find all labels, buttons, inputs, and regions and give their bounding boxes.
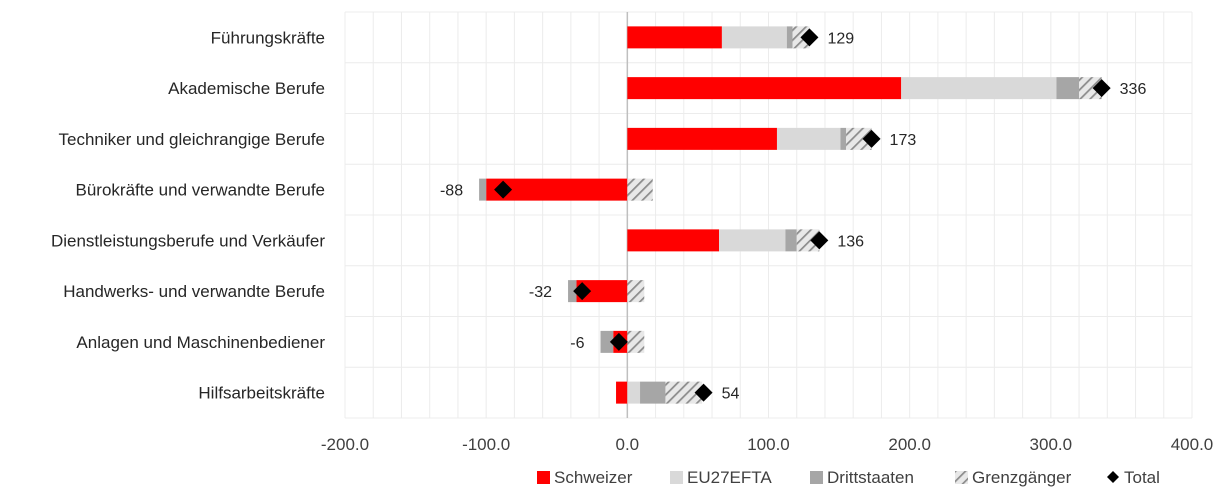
x-tick-label: -200.0 — [321, 435, 369, 454]
bar-drittstaaten — [840, 127, 847, 150]
bar-schweizer — [616, 381, 628, 404]
legend-label-schweizer: Schweizer — [554, 468, 633, 487]
bar-drittstaaten — [640, 381, 666, 404]
bar-drittstaaten — [479, 178, 487, 201]
bar-schweizer — [486, 178, 628, 201]
total-diamond-marker — [1092, 79, 1111, 98]
total-markers: 129 336 173 -88 136 -32 -6 54 — [440, 28, 1147, 403]
gridlines — [344, 11, 1193, 419]
bar-eu27efta — [721, 26, 787, 49]
total-data-label: 336 — [1120, 81, 1147, 98]
category-label-handwerks-und-verwandte-berufe: Handwerks- und verwandte Berufe — [63, 282, 325, 301]
bar-schweizer — [627, 77, 902, 100]
legend-label-total: Total — [1124, 468, 1160, 487]
legend-label-drittstaaten: Drittstaaten — [827, 468, 914, 487]
category-label-dienstleistungsberufe-und-verkaufer: Dienstleistungsberufe und Verkäufer — [51, 231, 325, 250]
bar-schweizer — [576, 280, 628, 303]
bar-grenzganger — [627, 330, 645, 353]
total-diamond-marker — [862, 129, 881, 148]
bar-drittstaaten — [786, 26, 793, 49]
total-diamond-marker — [810, 231, 829, 250]
total-data-label: -32 — [529, 284, 552, 301]
bar-grenzganger — [665, 381, 703, 404]
total-data-label: 129 — [827, 30, 854, 47]
total-diamond-marker — [609, 332, 628, 351]
bar-eu27efta — [627, 381, 641, 404]
category-label-burokrafte-und-verwandte-berufe: Bürokräfte und verwandte Berufe — [76, 181, 325, 200]
x-tick-label: 400.0 — [1171, 435, 1214, 454]
total-data-label: 136 — [837, 233, 864, 250]
total-diamond-marker — [694, 383, 713, 402]
bar-grenzganger — [627, 280, 645, 303]
bar-grenzganger — [846, 127, 872, 150]
total-diamond-marker — [494, 180, 513, 199]
category-label-akademische-berufe: Akademische Berufe — [168, 79, 325, 98]
legend-swatch-drittstaaten — [810, 471, 823, 484]
legend-label-grenzganger: Grenzgänger — [972, 468, 1072, 487]
bar-schweizer — [627, 26, 722, 49]
total-data-label: -6 — [570, 335, 584, 352]
total-data-label: 173 — [890, 132, 917, 149]
bar-drittstaaten — [785, 229, 797, 252]
legend-marker-total — [1107, 471, 1119, 483]
bar-eu27efta — [901, 77, 1057, 100]
bar-drittstaaten — [600, 330, 614, 353]
category-label-anlagen-und-maschinenbediener: Anlagen und Maschinenbediener — [76, 333, 325, 352]
x-tick-label: 0.0 — [616, 435, 640, 454]
category-label-hilfsarbeitskrafte: Hilfsarbeitskräfte — [198, 384, 325, 403]
legend-swatch-grenzganger — [955, 471, 968, 484]
legend-swatch-eu27efta — [670, 471, 683, 484]
bars — [479, 26, 1102, 404]
legend-label-eu27efta: EU27EFTA — [687, 468, 772, 487]
bar-schweizer — [627, 229, 720, 252]
legend: Schweizer EU27EFTA Drittstaaten Grenzgänger… — [537, 468, 1160, 487]
x-tick-label: 200.0 — [888, 435, 931, 454]
total-data-label: -88 — [440, 183, 463, 200]
x-tick-label: 300.0 — [1030, 435, 1073, 454]
bar-drittstaaten — [568, 280, 577, 303]
total-diamond-marker — [573, 282, 592, 301]
category-label-fuhrungskrafte: Führungskräfte — [211, 28, 325, 47]
total-data-label: 54 — [722, 386, 740, 403]
total-diamond-marker — [800, 28, 819, 47]
bar-grenzganger — [796, 229, 820, 252]
bar-schweizer — [627, 127, 777, 150]
bar-grenzganger — [1079, 77, 1102, 100]
bar-eu27efta — [719, 229, 786, 252]
x-axis-tick-labels: -200.0 -100.0 0.0 100.0 200.0 300.0 400.0 — [321, 435, 1213, 454]
bar-drittstaaten — [1056, 77, 1080, 100]
category-axis-labels: Führungskräfte Akademische Berufe Technike… — [51, 28, 325, 402]
bar-eu27efta — [776, 127, 841, 150]
bar-grenzganger — [627, 178, 653, 201]
category-label-techniker-und-gleichrangige-berufe: Techniker und gleichrangige Berufe — [58, 130, 325, 149]
x-tick-label: 100.0 — [747, 435, 790, 454]
legend-swatch-schweizer — [537, 471, 550, 484]
x-tick-label: -100.0 — [462, 435, 510, 454]
